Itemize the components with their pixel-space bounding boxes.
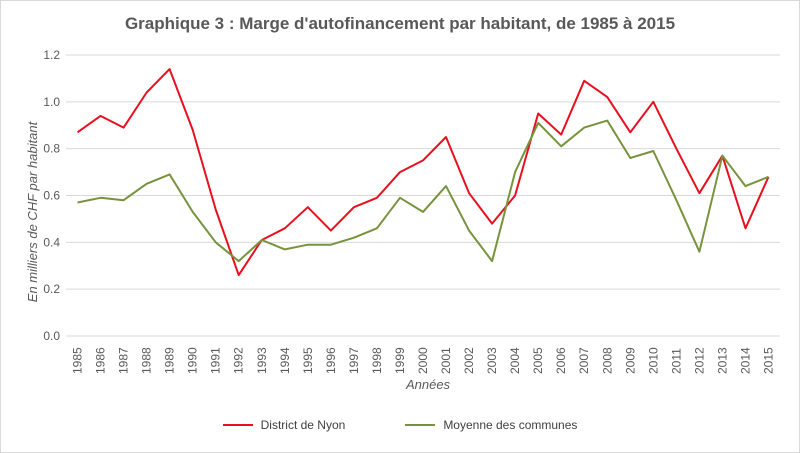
x-tick-label: 2006 xyxy=(554,347,568,374)
x-tick-label: 1987 xyxy=(117,347,131,374)
x-tick-label: 1986 xyxy=(94,347,108,374)
x-tick-label: 2014 xyxy=(738,347,752,374)
x-tick-label: 2010 xyxy=(646,347,660,374)
x-tick-label: 1996 xyxy=(324,347,338,374)
y-tick-labels: 0.0 0.2 0.4 0.6 0.8 1.0 1.2 xyxy=(43,48,60,343)
y-tick-label: 0.4 xyxy=(43,235,60,249)
legend-item-communes: Moyenne des communes xyxy=(405,418,577,432)
x-tick-label: 2004 xyxy=(508,347,522,374)
legend-label-district: District de Nyon xyxy=(260,418,346,432)
chart-title: Graphique 3 : Marge d'autofinancement pa… xyxy=(124,14,676,33)
x-tick-label: 1991 xyxy=(209,347,223,374)
x-tick-label: 1997 xyxy=(347,347,361,374)
x-tick-label: 2015 xyxy=(761,347,775,374)
legend-swatch-communes xyxy=(405,424,436,426)
x-tick-label: 2012 xyxy=(692,347,706,374)
y-axis-title: En milliers de CHF par habitant xyxy=(25,120,40,302)
y-tick-label: 1.0 xyxy=(43,95,60,109)
series-lines xyxy=(76,68,770,277)
x-tick-label: 2011 xyxy=(669,348,683,374)
legend-item-district: District de Nyon xyxy=(222,418,346,432)
x-tick-label: 1994 xyxy=(278,347,292,374)
x-tick-label: 2008 xyxy=(600,347,614,374)
x-tick-label: 2009 xyxy=(623,347,637,374)
y-tick-label: 0.8 xyxy=(43,142,60,156)
series-line-district xyxy=(76,68,770,277)
y-tick-label: 0.6 xyxy=(43,189,60,203)
x-tick-labels: 1985 1986 1987 1988 1989 1990 1991 1992 1993 1994… xyxy=(71,347,776,374)
x-tick-label: 2000 xyxy=(416,347,430,374)
x-tick-label: 2002 xyxy=(462,347,476,374)
x-tick-label: 2001 xyxy=(439,347,453,374)
x-tick-label: 2005 xyxy=(531,347,545,374)
legend: District de Nyon Moyenne des communes xyxy=(0,418,800,432)
legend-label-communes: Moyenne des communes xyxy=(443,418,578,432)
series-line-communes xyxy=(77,119,769,263)
x-tick-label: 1999 xyxy=(393,347,407,374)
x-tick-label: 1990 xyxy=(186,347,200,374)
x-tick-label: 1992 xyxy=(232,347,246,374)
y-tick-label: 1.2 xyxy=(43,48,60,62)
x-tick-label: 2013 xyxy=(715,347,729,374)
x-tick-label: 1988 xyxy=(140,347,154,374)
gridlines xyxy=(66,54,780,337)
x-tick-label: 1989 xyxy=(163,347,177,374)
x-tick-label: 1985 xyxy=(71,347,85,374)
x-tick-label: 1998 xyxy=(370,347,384,374)
x-tick-label: 2003 xyxy=(485,347,499,374)
x-tick-label: 2007 xyxy=(577,347,591,374)
y-tick-label: 0.0 xyxy=(43,329,60,343)
y-tick-label: 0.2 xyxy=(43,282,60,296)
x-tick-label: 1995 xyxy=(301,347,315,374)
legend-swatch-district xyxy=(222,424,253,426)
x-tick-label: 1993 xyxy=(255,347,269,374)
x-axis-title: Années xyxy=(405,377,451,392)
